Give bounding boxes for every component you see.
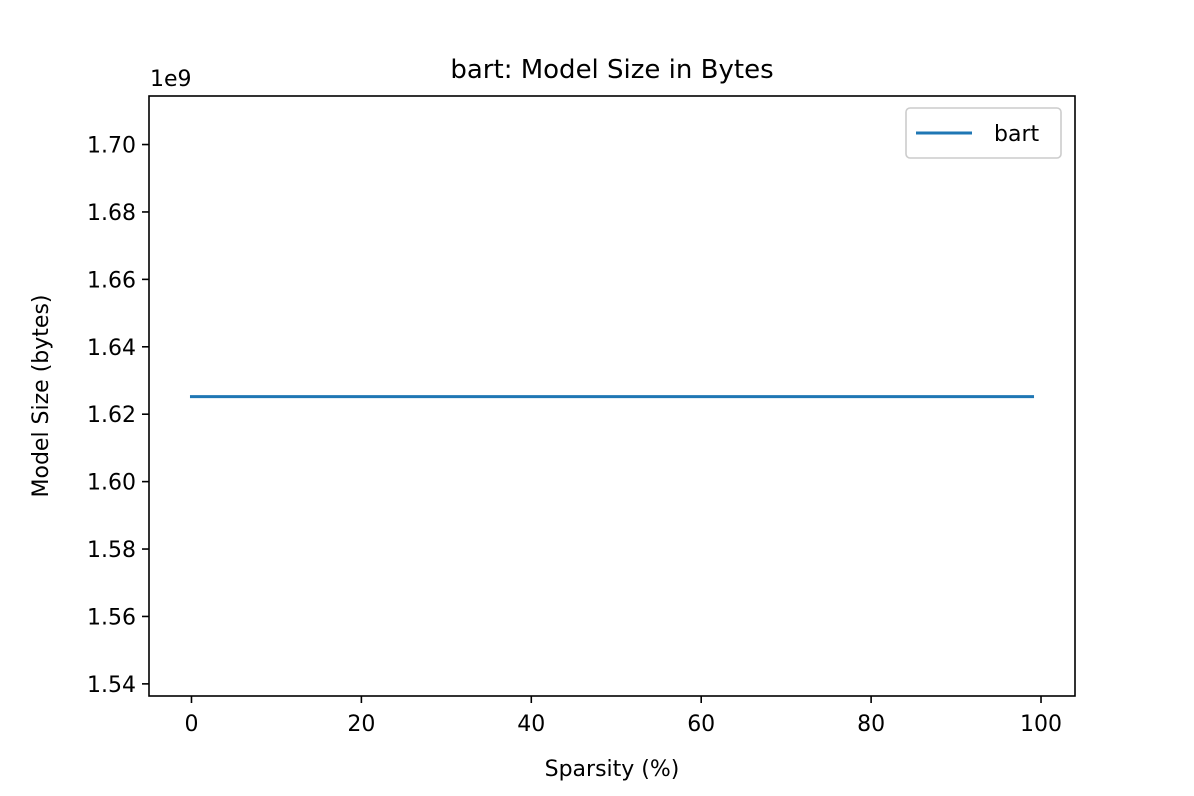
y-tick-label: 1.58	[87, 538, 136, 563]
y-axis-title: Model Size (bytes)	[29, 295, 54, 498]
legend-label: bart	[994, 122, 1039, 147]
x-tick-label: 60	[687, 712, 715, 737]
x-axis-title: Sparsity (%)	[545, 757, 680, 782]
plot-area-frame	[148, 95, 1076, 697]
x-tick-label: 0	[184, 712, 198, 737]
y-tick-label: 1.62	[87, 403, 136, 428]
y-tick-label: 1.70	[87, 134, 136, 159]
x-tick-label: 20	[347, 712, 375, 737]
x-tick-label: 40	[517, 712, 545, 737]
y-tick-label: 1.66	[87, 268, 136, 293]
y-tick-label: 1.64	[87, 336, 136, 361]
legend-box	[905, 107, 1062, 159]
x-axis: 0 20 40 60 80 100	[184, 696, 1062, 737]
y-tick-label: 1.68	[87, 201, 136, 226]
y-tick-label: 1.54	[87, 673, 136, 698]
y-tick-label: 1.56	[87, 605, 136, 630]
chart-title: bart: Model Size in Bytes	[450, 55, 773, 85]
x-tick-label: 100	[1020, 712, 1062, 737]
y-axis-offset-label: 1e9	[150, 67, 192, 92]
y-tick-label: 1.60	[87, 471, 136, 496]
x-tick-label: 80	[857, 712, 885, 737]
y-axis: 1.54 1.56 1.58 1.60 1.62 1.64 1.66 1.68 1.70	[87, 134, 149, 698]
legend: bart	[905, 107, 1062, 159]
